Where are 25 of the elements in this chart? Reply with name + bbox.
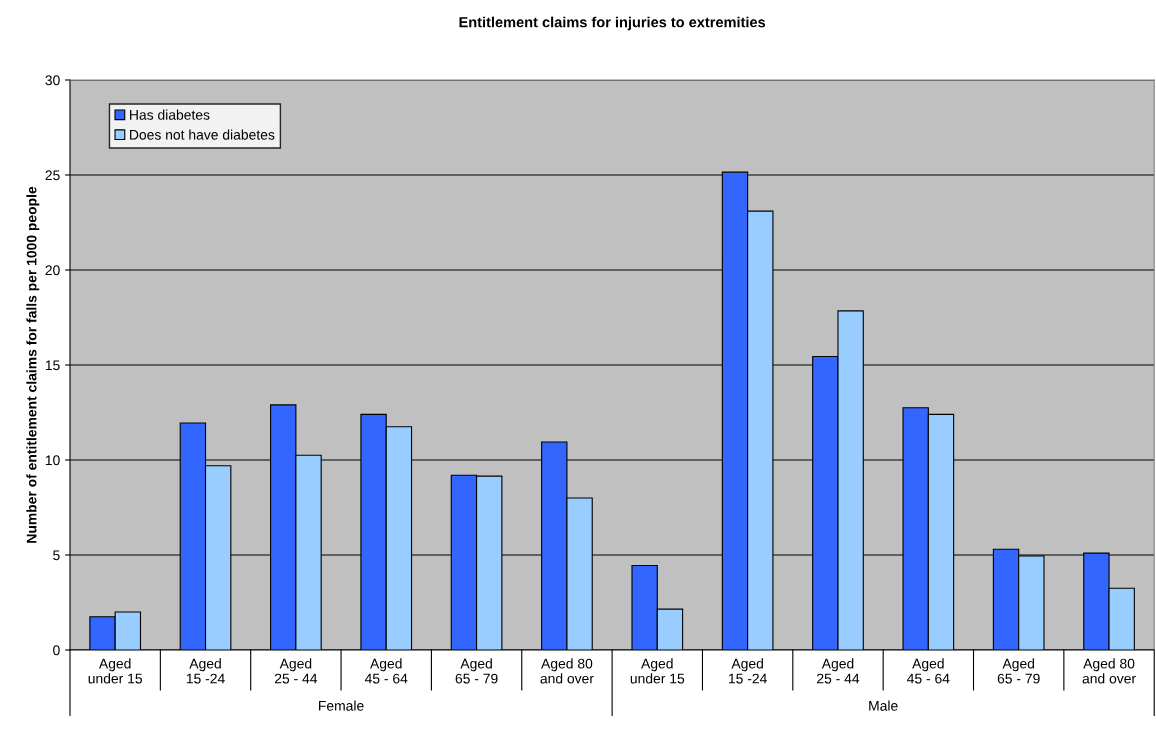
x-tick-label: Aged 25 - 44 [274, 658, 318, 684]
legend-label: Has diabetes [130, 109, 210, 120]
x-tick-label: Aged 65 - 79 [997, 658, 1040, 684]
x-tick-label: Aged 45 - 64 [364, 658, 408, 684]
x-tick-label: Aged 65 - 79 [455, 658, 498, 684]
x-tick-label: Aged 25 - 44 [817, 658, 860, 684]
text: Male [869, 700, 898, 711]
y-tick-label: 5 [53, 550, 60, 561]
y-tick-label: 25 [45, 170, 60, 181]
y-tick-label: 0 [53, 645, 60, 656]
y-tick-label: 10 [45, 455, 60, 466]
legend-label: Does not have diabetes [130, 129, 275, 140]
x-tick-label: Aged 15 -24 [186, 658, 225, 684]
x-tick-label: Aged 80 and over [540, 658, 594, 684]
y-tick-label: 20 [45, 265, 60, 276]
text: Female [319, 700, 364, 711]
x-tick-label: Aged under 15 [88, 658, 143, 684]
y-axis-title: Number of entitlement claims for falls per 1000 people [26, 186, 40, 543]
chart-title: Entitlement claims for injuries to extremities [459, 16, 766, 31]
x-tick-label: Aged under 15 [630, 658, 685, 684]
y-tick-label: 15 [45, 360, 60, 371]
x-tick-label: Aged 80 and over [1082, 658, 1136, 684]
x-tick-label: Aged 45 - 64 [907, 658, 950, 684]
y-tick-label: 30 [45, 75, 60, 86]
x-tick-label: Aged 15 -24 [729, 658, 767, 684]
